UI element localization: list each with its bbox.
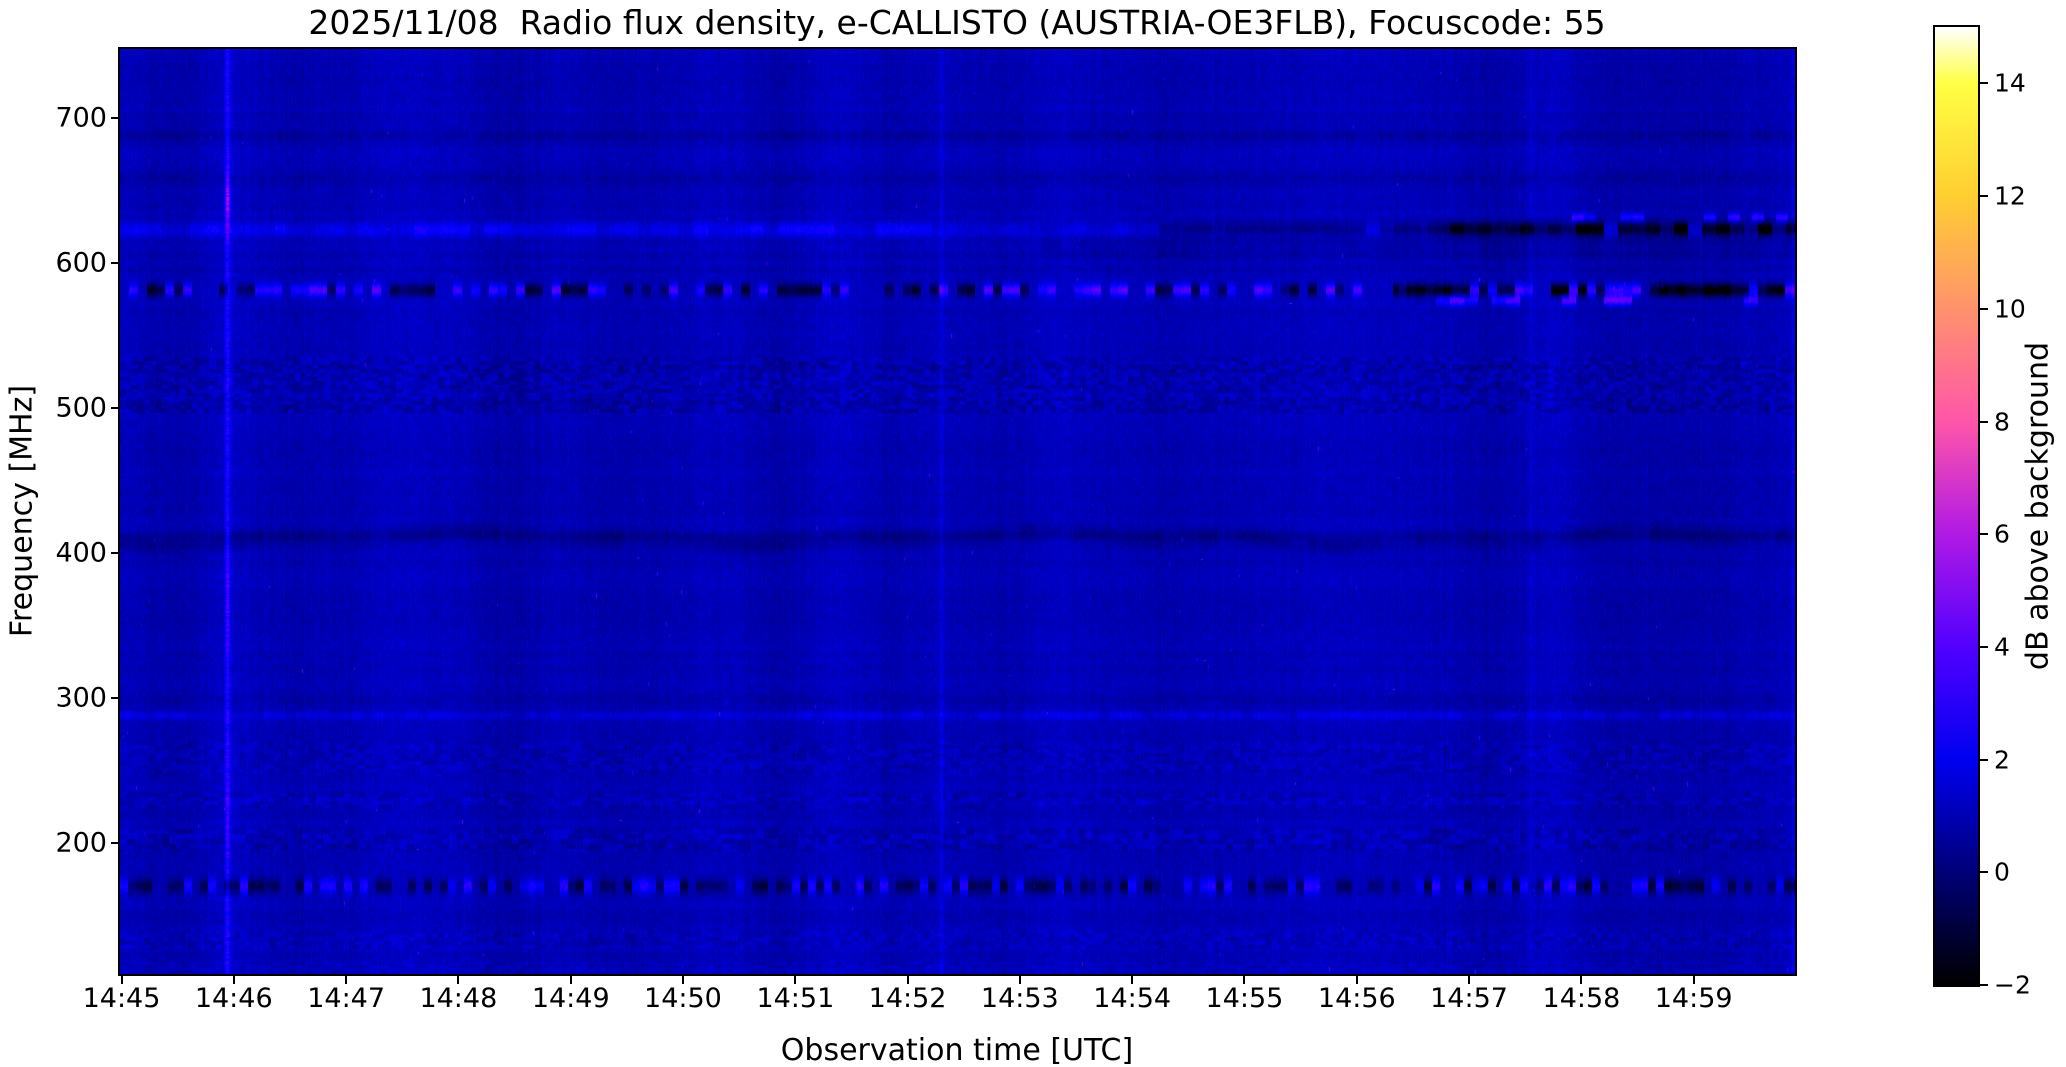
x-tick-mark	[906, 975, 909, 984]
colorbar-tick-mark	[1980, 871, 1988, 874]
x-tick-mark	[345, 975, 348, 984]
x-tick-mark	[232, 975, 235, 984]
x-tick-label: 14:52	[868, 983, 947, 1014]
x-tick-mark	[1018, 975, 1021, 984]
x-tick-label: 14:54	[1093, 983, 1172, 1014]
spectrogram-canvas	[120, 49, 1795, 974]
colorbar-tick-mark	[1980, 645, 1988, 648]
colorbar-tick-mark	[1980, 758, 1988, 761]
colorbar-tick-mark	[1980, 533, 1988, 536]
colorbar-tick-label: −2	[1994, 970, 2031, 1000]
colorbar-tick-label: 14	[1994, 68, 2026, 98]
y-tick-mark	[111, 117, 120, 119]
y-tick-mark	[111, 842, 120, 845]
x-tick-mark	[1692, 975, 1695, 984]
x-tick-mark	[120, 975, 123, 984]
x-tick-label: 14:53	[980, 983, 1059, 1014]
x-tick-label: 14:48	[419, 983, 498, 1014]
x-tick-label: 14:45	[82, 983, 161, 1014]
colorbar-tick-mark	[1980, 195, 1988, 198]
x-tick-mark	[1243, 975, 1246, 984]
x-tick-label: 14:58	[1542, 983, 1621, 1014]
x-tick-label: 14:47	[307, 983, 386, 1014]
colorbar-tick-label: 4	[1994, 632, 2010, 662]
colorbar-label: dB above background	[2020, 341, 2056, 671]
colorbar-gradient	[1935, 27, 1978, 985]
x-tick-mark	[681, 975, 684, 984]
x-tick-mark	[1131, 975, 1134, 984]
colorbar-tick-label: 0	[1994, 857, 2010, 887]
x-tick-label: 14:46	[194, 983, 273, 1014]
colorbar-tick-label: 10	[1994, 294, 2026, 324]
y-tick-label: 300	[55, 682, 107, 714]
y-axis-label: Frequency [MHz]	[4, 384, 40, 638]
x-tick-mark	[457, 975, 460, 984]
colorbar-tick-mark	[1980, 420, 1988, 423]
x-tick-mark	[794, 975, 797, 984]
x-tick-label: 14:49	[531, 983, 610, 1014]
x-tick-mark	[1468, 975, 1471, 984]
y-tick-label: 600	[55, 247, 107, 279]
x-tick-mark	[1580, 975, 1583, 984]
y-tick-mark	[111, 552, 120, 555]
x-tick-label: 14:56	[1317, 983, 1396, 1014]
y-tick-label: 700	[55, 102, 107, 134]
colorbar-tick-label: 12	[1994, 181, 2026, 211]
x-tick-mark	[569, 975, 572, 984]
x-tick-label: 14:59	[1654, 983, 1733, 1014]
colorbar-tick-label: 8	[1994, 407, 2010, 436]
y-tick-label: 200	[55, 827, 107, 859]
x-tick-mark	[1355, 975, 1358, 984]
colorbar-tick-label: 2	[1994, 745, 2010, 775]
colorbar-tick-mark	[1980, 82, 1988, 85]
colorbar-tick-mark	[1980, 307, 1988, 310]
y-tick-mark	[111, 262, 120, 265]
y-tick-label: 500	[55, 392, 107, 424]
y-tick-mark	[111, 696, 120, 699]
y-tick-mark	[111, 406, 120, 409]
colorbar-tick-mark	[1980, 984, 1988, 986]
x-tick-label: 14:50	[644, 983, 722, 1014]
x-axis-label: Observation time [UTC]	[780, 1033, 1134, 1067]
chart-title: 2025/11/08 Radio flux density, e-CALLIST…	[308, 3, 1606, 42]
x-tick-label: 14:51	[756, 983, 835, 1014]
x-tick-label: 14:57	[1430, 983, 1508, 1014]
y-tick-label: 400	[55, 537, 107, 569]
x-tick-label: 14:55	[1205, 983, 1284, 1014]
colorbar-tick-label: 6	[1994, 519, 2010, 549]
